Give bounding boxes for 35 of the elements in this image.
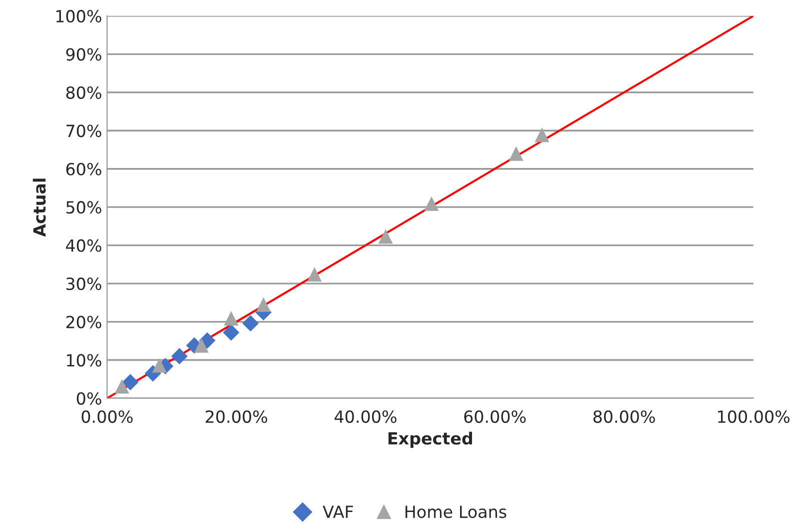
y-tick-label: 100% (56, 10, 102, 22)
point (122, 374, 139, 390)
y-tick-label: 30% (66, 278, 102, 290)
y-tick-label: 50% (66, 201, 102, 214)
legend-label: VAF (322, 506, 353, 518)
point (242, 315, 259, 332)
point (424, 196, 439, 211)
y-axis-title: Actual (32, 178, 46, 237)
y-tick-label: 70% (66, 124, 102, 138)
x-tick-label: 20.00% (206, 410, 268, 423)
y-tick-label: 20% (66, 316, 102, 328)
point (152, 358, 167, 373)
y-tick-label: 10% (66, 354, 102, 367)
y-tick-label: 90% (66, 48, 102, 61)
point (222, 324, 240, 341)
y-tick-label: 0% (76, 392, 102, 405)
x-axis-title: Expected (388, 432, 472, 448)
point (224, 311, 238, 326)
x-tick-label: 60.00% (464, 410, 526, 423)
point (378, 229, 393, 244)
x-tick-label: 40.00% (334, 410, 396, 423)
point (307, 267, 322, 282)
point (508, 146, 524, 161)
point (256, 297, 271, 312)
x-tick-label: 100.00% (718, 410, 790, 423)
y-tick-label: 40% (66, 239, 102, 252)
legend-label: Home Loans (406, 506, 506, 518)
x-tick-label: 0.00% (82, 410, 133, 423)
point (114, 379, 130, 394)
point (534, 128, 550, 142)
y-tick-label: 60% (66, 162, 102, 176)
point (171, 348, 188, 364)
x-tick-label: 80.00% (593, 410, 655, 423)
point (194, 338, 209, 353)
y-tick-label: 80% (66, 86, 102, 99)
